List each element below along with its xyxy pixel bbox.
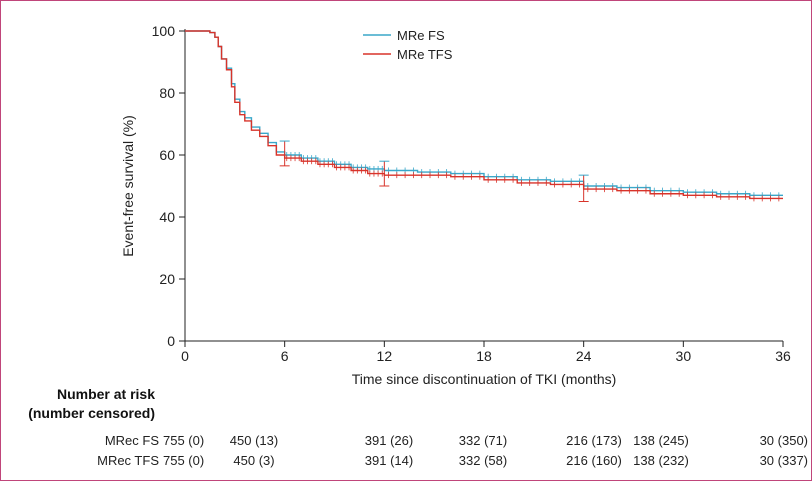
x-axis-label: Time since discontinuation of TKI (month…	[352, 371, 617, 387]
risk-cell: 391 (26)	[364, 433, 414, 448]
risk-cell: 138 (245)	[633, 433, 689, 448]
x-tick-label: 36	[775, 348, 791, 364]
risk-cell: 450 (3)	[233, 453, 275, 468]
risk-row-label-mrec-fs: MRec FS	[104, 433, 159, 448]
risk-cell: 30 (337)	[759, 453, 808, 468]
x-tick-label: 18	[476, 348, 492, 364]
risk-row-label-mrec-tfs: MRec TFS	[97, 453, 159, 468]
y-tick-label: 20	[159, 271, 175, 287]
x-tick-label: 12	[377, 348, 393, 364]
risk-cell: 755 (0)	[163, 453, 205, 468]
series-line-mre-tfs	[185, 30, 783, 200]
risk-cell: 450 (13)	[229, 433, 279, 448]
y-axis-label: Event-free survival (%)	[120, 115, 136, 257]
series-line-mre-fs	[185, 30, 783, 196]
risk-cell: 216 (173)	[566, 433, 622, 448]
y-tick-label: 40	[159, 209, 175, 225]
risk-cell: 755 (0)	[163, 433, 205, 448]
risk-cell: 216 (160)	[566, 453, 622, 468]
risk-cell: 391 (14)	[364, 453, 414, 468]
risk-table-header-line2: (number censored)	[28, 405, 155, 421]
x-tick-label: 30	[676, 348, 692, 364]
risk-cell: 332 (71)	[458, 433, 508, 448]
y-tick-label: 60	[159, 147, 175, 163]
legend-label-mre-tfs: MRe TFS	[397, 47, 453, 62]
x-tick-label: 6	[281, 348, 289, 364]
y-tick-label: 100	[152, 23, 176, 39]
x-tick-label: 24	[576, 348, 592, 364]
risk-table-header-line1: Number at risk	[56, 386, 155, 402]
risk-cell: 332 (58)	[458, 453, 508, 468]
y-tick-label: 80	[159, 85, 175, 101]
risk-cell: 30 (350)	[759, 433, 808, 448]
legend-label-mre-fs: MRe FS	[397, 28, 445, 43]
y-tick-label: 0	[167, 333, 175, 349]
x-tick-label: 0	[181, 348, 189, 364]
risk-cell: 138 (232)	[633, 453, 689, 468]
